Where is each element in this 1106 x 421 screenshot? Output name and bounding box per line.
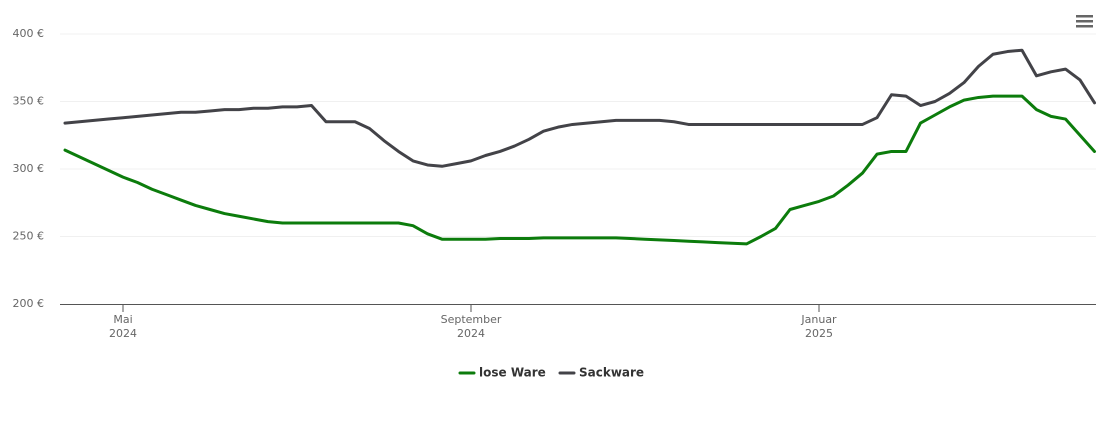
x-tick-label: Januar 2025 xyxy=(801,313,837,340)
legend-label: lose Ware xyxy=(479,366,546,380)
data-line xyxy=(63,48,1096,168)
x-tick-label: September 2024 xyxy=(440,313,502,340)
legend-item[interactable]: lose Ware xyxy=(458,366,546,380)
x-tick-label-box: Januar 2025 xyxy=(801,313,837,340)
legend-item[interactable]: Sackware xyxy=(558,366,644,380)
y-tick-label: 250 € xyxy=(13,230,45,243)
y-tick-label: 300 € xyxy=(13,162,45,175)
x-tick-label-box: September 2024 xyxy=(440,313,502,340)
data-line xyxy=(63,94,1096,246)
legend-label: Sackware xyxy=(579,366,644,380)
y-tick-label: 400 € xyxy=(13,27,45,40)
x-tick-label-box: Mai 2024 xyxy=(109,313,137,340)
x-tick-label: Mai 2024 xyxy=(109,313,137,340)
y-tick-label: 200 € xyxy=(13,297,45,310)
menu-icon[interactable] xyxy=(1076,15,1093,28)
y-tick-label: 350 € xyxy=(13,95,45,108)
